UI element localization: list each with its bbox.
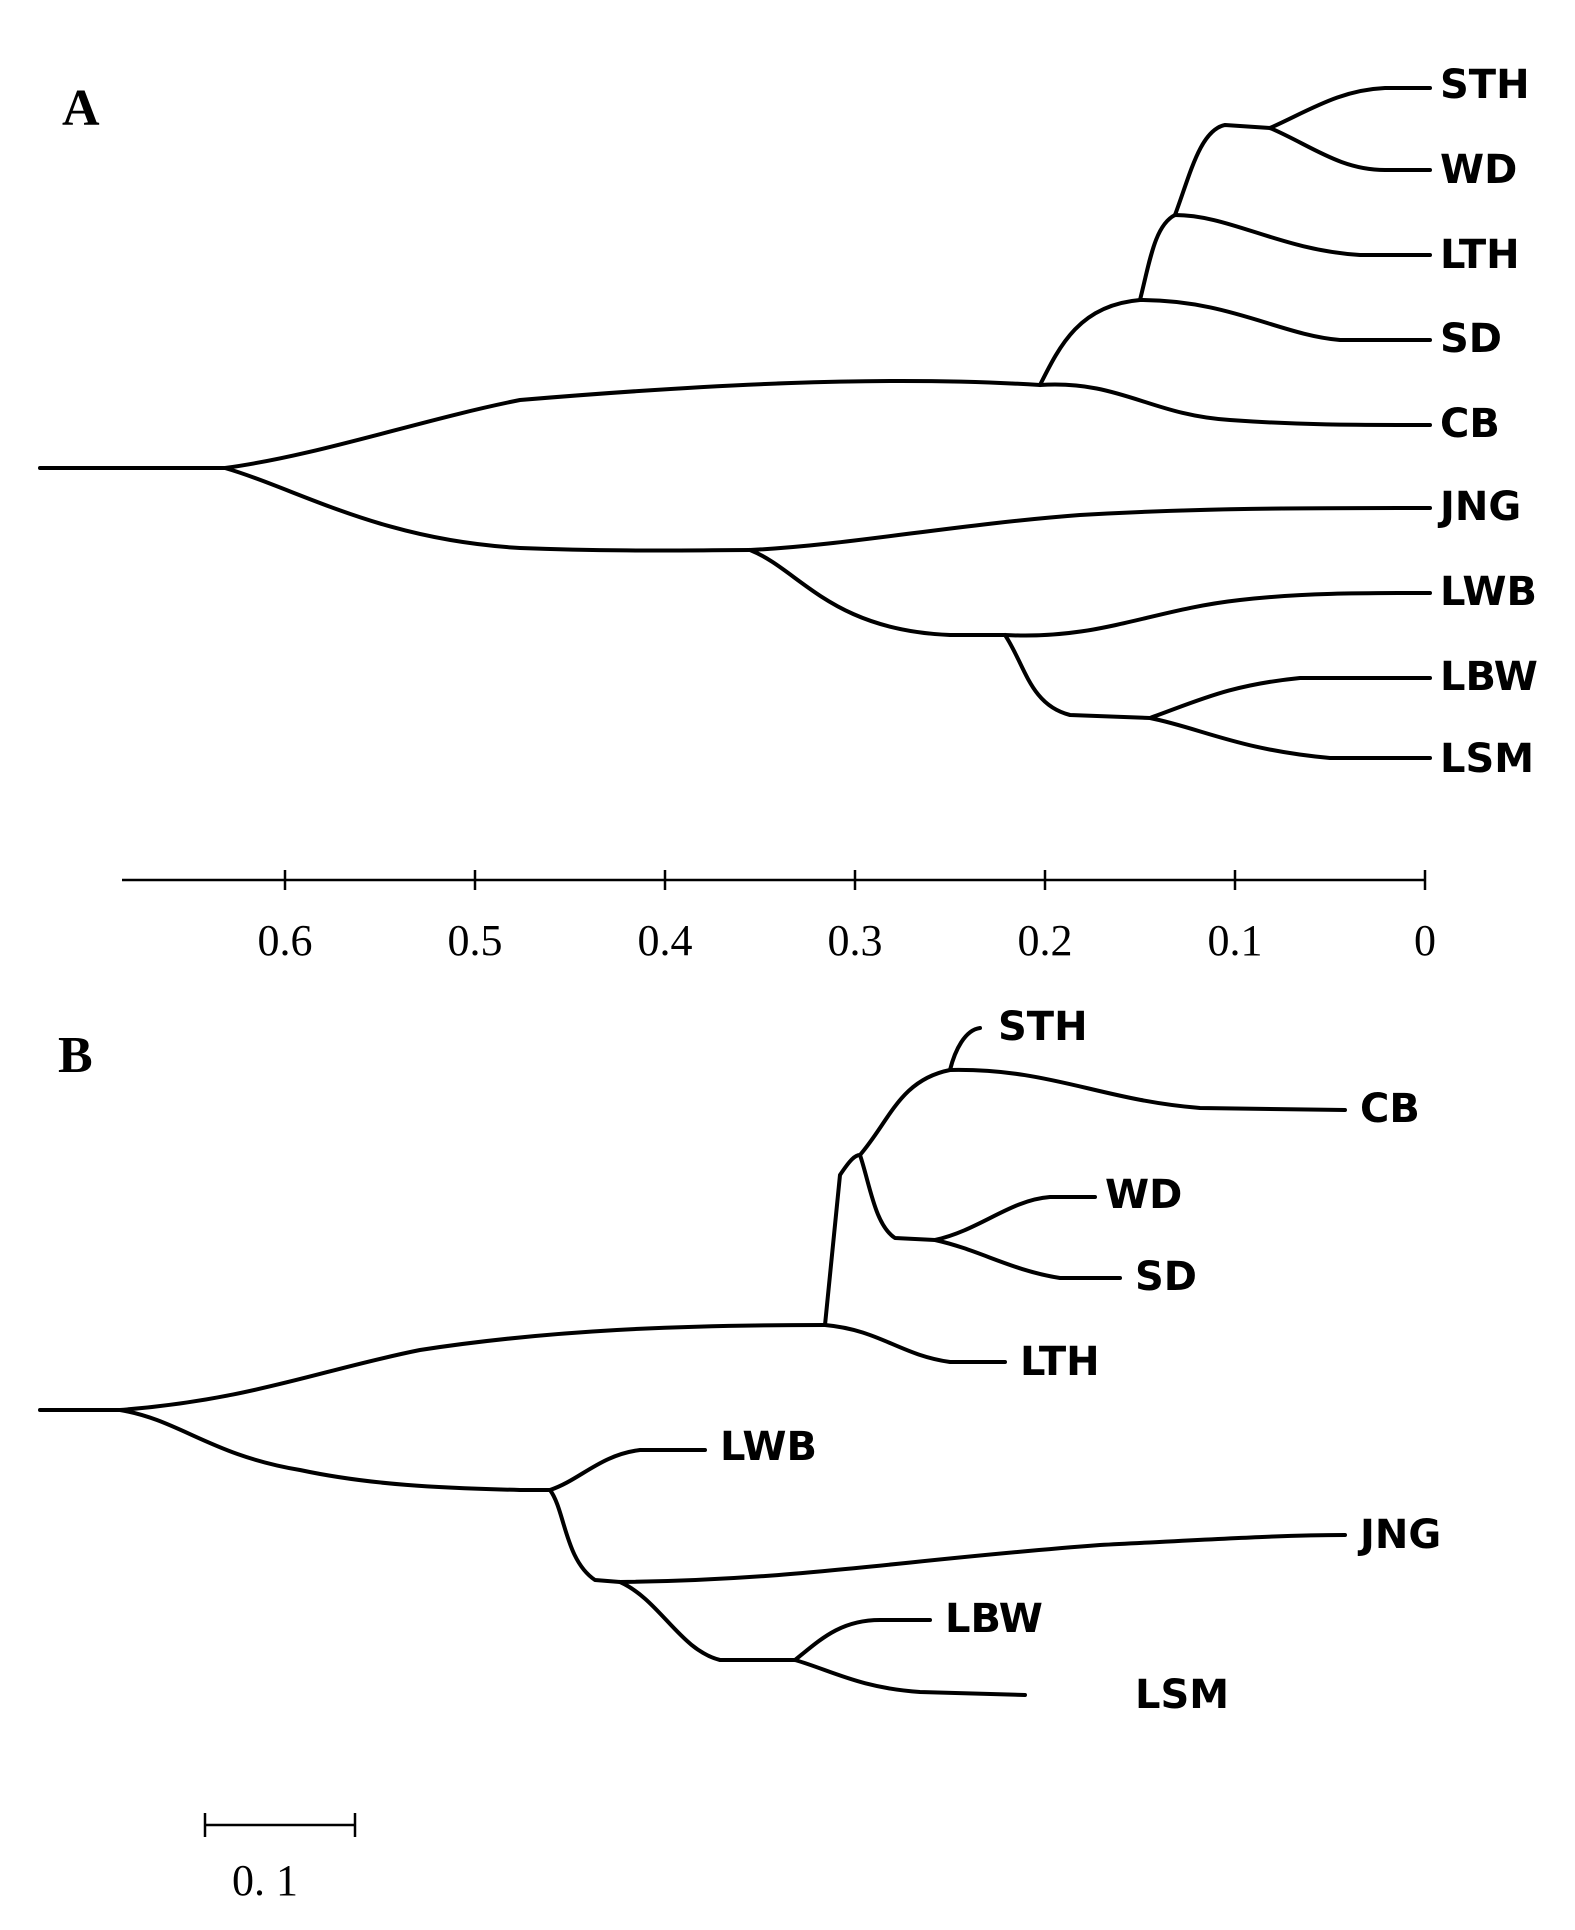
tree-a-branch-lth — [1173, 213, 1432, 257]
tree-a-branch-lbw — [1148, 676, 1432, 720]
panel-a: A STH WD LTH SD CB JNG — [38, 62, 1538, 965]
tree-b-branch-lbw — [793, 1618, 932, 1662]
tree-b-sth-cb-wd-sd-stem — [823, 1153, 862, 1327]
tree-a-branch-cb — [1038, 382, 1432, 427]
tree-a-lth-wd-sth-stem — [1138, 213, 1177, 302]
leaf-label-sth: STH — [998, 1004, 1088, 1050]
tree-b-branch-lth — [823, 1323, 1007, 1364]
panel-a-label: A — [62, 80, 100, 137]
tree-a-branch-wd — [1268, 126, 1432, 172]
leaf-label-lth: LTH — [1020, 1339, 1100, 1385]
panel-b: B STH CB WD SD LTH LW — [38, 1004, 1441, 1905]
tree-a-sd-lth-wd-sth-stem — [1038, 298, 1142, 387]
axis-tick-label: 0.3 — [828, 916, 883, 965]
panel-a-leaf-labels: STH WD LTH SD CB JNG LWB LBW LSM — [1437, 62, 1538, 782]
tree-a-branch-sth — [1268, 86, 1432, 130]
panel-b-label: B — [58, 1027, 93, 1084]
tree-a-upper-clade — [223, 378, 1042, 470]
tree-a-wd-sth-stem — [1173, 123, 1272, 217]
tree-b-branch-lwb — [548, 1448, 707, 1492]
tree-a-branch-lsm — [1148, 716, 1432, 760]
tree-a-lower-clade — [223, 466, 752, 553]
leaf-label-jng: JNG — [1437, 484, 1521, 530]
tree-b-lower-clade — [118, 1408, 522, 1492]
scale-bar: 0. 1 — [203, 1813, 357, 1905]
axis-tick-label: 0.4 — [638, 916, 693, 965]
leaf-label-sd: SD — [1440, 316, 1502, 362]
leaf-label-lsm: LSM — [1440, 736, 1534, 782]
axis-tick-label: 0.5 — [448, 916, 503, 965]
panel-a-distance-axis: 0.6 0.5 0.4 0.3 0.2 0.1 0 — [122, 870, 1436, 965]
axis-tick-label: 0.1 — [1208, 916, 1263, 965]
leaf-label-lth: LTH — [1440, 232, 1520, 278]
tree-b-branch-sth — [948, 1026, 982, 1072]
tree-a-branch-lwb — [1003, 591, 1432, 638]
leaf-label-sd: SD — [1135, 1254, 1197, 1300]
tree-b-upper-clade — [118, 1323, 827, 1412]
panel-b-branches — [38, 1026, 1347, 1697]
tree-a-branch-sd — [1138, 298, 1432, 342]
axis-tick-label: 0.2 — [1018, 916, 1073, 965]
tree-b-branch-wd — [933, 1195, 1097, 1242]
leaf-label-cb: CB — [1440, 401, 1500, 447]
axis-tick-label: 0 — [1414, 916, 1436, 965]
leaf-label-lwb: LWB — [720, 1424, 817, 1470]
leaf-label-lbw: LBW — [1440, 654, 1538, 700]
tree-b-sth-cb-stem — [858, 1068, 952, 1157]
tree-a-lwb-lbw-lsm-stem — [748, 548, 1007, 637]
leaf-label-lbw: LBW — [945, 1596, 1043, 1642]
tree-b-branch-sd — [933, 1238, 1122, 1280]
tree-a-branch-jng — [748, 506, 1432, 552]
panel-a-branches — [38, 86, 1432, 760]
leaf-label-wd: WD — [1105, 1172, 1182, 1218]
panel-b-leaf-labels: STH CB WD SD LTH LWB JNG LBW LSM — [720, 1004, 1441, 1718]
tree-b-lbw-lsm-stem — [618, 1580, 797, 1662]
leaf-label-jng: JNG — [1357, 1512, 1441, 1558]
tree-b-branch-jng — [618, 1533, 1347, 1584]
axis-tick-label: 0.6 — [258, 916, 313, 965]
leaf-label-cb: CB — [1360, 1086, 1420, 1132]
leaf-label-lwb: LWB — [1440, 569, 1537, 615]
leaf-label-lsm: LSM — [1135, 1672, 1229, 1718]
tree-a-lbw-lsm-stem — [1003, 633, 1152, 720]
leaf-label-sth: STH — [1440, 62, 1530, 108]
tree-b-branch-cb — [948, 1067, 1347, 1112]
tree-b-wd-sd-stem — [858, 1153, 937, 1242]
tree-b-jng-lbw-lsm-stem — [548, 1488, 622, 1584]
tree-b-branch-lsm — [793, 1658, 1027, 1697]
leaf-label-wd: WD — [1440, 147, 1517, 193]
scale-bar-label: 0. 1 — [232, 1856, 298, 1905]
